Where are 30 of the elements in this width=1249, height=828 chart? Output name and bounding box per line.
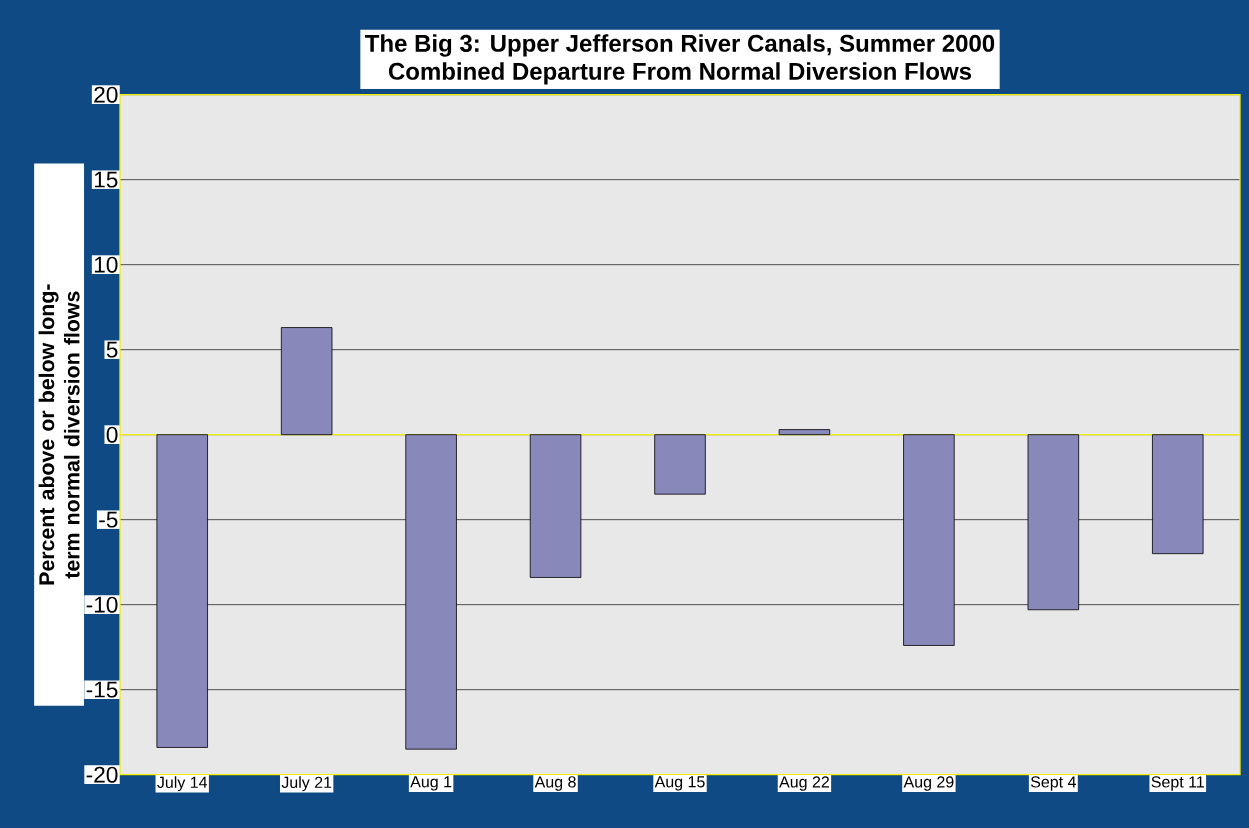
bar [280, 327, 333, 436]
y-tick-label: 15 [94, 171, 118, 188]
bar [1152, 434, 1204, 555]
x-tick-label: Aug 1 [410, 776, 452, 791]
x-tick-label: Aug 29 [903, 776, 954, 791]
y-tick-label: 20 [94, 86, 118, 103]
bar [654, 434, 706, 495]
y-tick-label: -5 [99, 511, 118, 528]
bar [1027, 434, 1080, 611]
x-tick-label: Aug 8 [534, 776, 576, 791]
bar [405, 434, 457, 750]
y-tick-label: -20 [86, 766, 118, 783]
bar [156, 434, 208, 748]
y-tick-label: 5 [106, 341, 118, 358]
x-tick-label: July 21 [281, 776, 332, 792]
bar [778, 429, 831, 436]
bar [903, 434, 955, 646]
y-axis-title: Percent above or below long-term normal diversion flows [38, 284, 80, 585]
x-tick-label: Aug 22 [779, 776, 829, 791]
chart-title: The Big 3: Upper Jefferson River Canals, Summer 2000 [365, 34, 995, 57]
y-tick-label: 0 [106, 426, 118, 443]
x-tick-label: Sept 11 [1151, 776, 1204, 791]
y-tick-label: -10 [86, 596, 118, 613]
x-tick-label: Aug 15 [654, 776, 705, 791]
bar [529, 434, 582, 578]
chart-subtitle: Combined Departure From Normal Diversion Flows [388, 62, 972, 85]
y-tick-label: 10 [94, 256, 118, 273]
x-tick-label: Sept 4 [1030, 776, 1076, 791]
y-tick-label: -15 [86, 681, 118, 698]
x-tick-label: July 14 [157, 776, 208, 792]
